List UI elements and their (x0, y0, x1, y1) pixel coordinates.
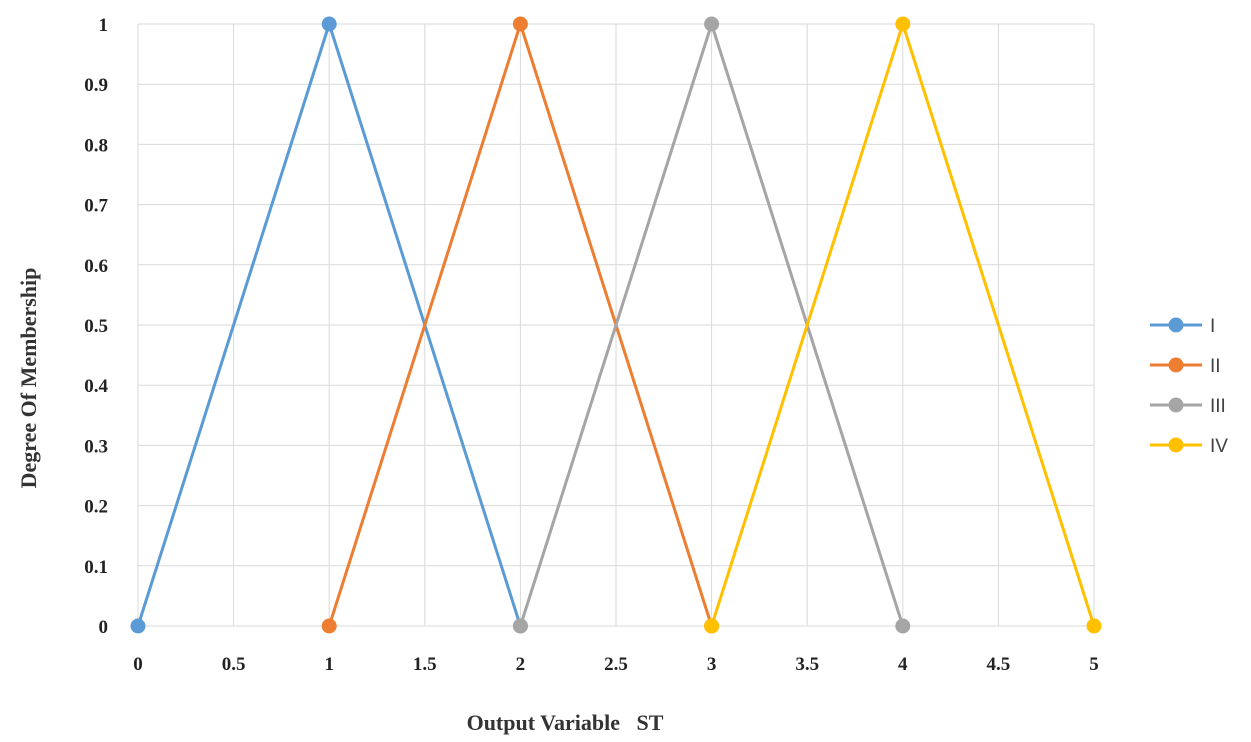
x-tick-label: 1 (324, 654, 334, 675)
series-2-point (321, 618, 337, 634)
x-tick-label: 1.5 (413, 654, 437, 675)
y-tick-label: 0.9 (84, 75, 108, 96)
y-tick-label: 0 (99, 617, 109, 638)
series-1-point (321, 16, 337, 32)
series-3-point (895, 618, 911, 634)
series-3-point (704, 16, 720, 32)
x-tick-label: 4 (898, 654, 908, 675)
y-tick-label: 0.3 (84, 436, 108, 457)
y-tick-label: 0.5 (84, 316, 108, 337)
y-tick-label: 0.4 (84, 376, 108, 397)
legend-label: I (1210, 316, 1215, 337)
y-tick-label: 0.8 (84, 135, 108, 156)
series-4-point (1086, 618, 1102, 634)
y-tick-label: 1 (99, 15, 109, 36)
legend-swatch-marker (1168, 397, 1184, 413)
y-axis-ticks: 0 0.1 0.2 0.3 0.4 0.5 0.6 0.7 0.8 0.9 1 (84, 15, 108, 638)
series-4-point (895, 16, 911, 32)
legend-label: III (1210, 396, 1226, 417)
x-tick-label: 0.5 (222, 654, 246, 675)
series-4-point (704, 618, 720, 634)
y-tick-label: 0.6 (84, 256, 108, 277)
x-tick-label: 0 (133, 654, 143, 675)
x-tick-label: 3 (707, 654, 717, 675)
x-tick-label: 4.5 (987, 654, 1011, 675)
legend-label: II (1210, 356, 1221, 377)
x-axis-ticks: 0 0.5 1 1.5 2 2.5 3 3.5 4 4.5 5 (133, 654, 1099, 675)
legend-swatch-marker (1168, 437, 1184, 453)
series-1-point (130, 618, 146, 634)
y-tick-label: 0.7 (84, 196, 108, 217)
series-2-point (512, 16, 528, 32)
y-axis-title: Degree Of Membership (16, 268, 41, 489)
y-tick-label: 0.1 (84, 557, 108, 578)
legend-swatch-marker (1168, 357, 1184, 373)
grid (137, 23, 1095, 627)
legend-label: IV (1210, 436, 1228, 457)
x-tick-label: 5 (1089, 654, 1099, 675)
legend-swatch-marker (1168, 317, 1184, 333)
x-tick-label: 2.5 (604, 654, 628, 675)
x-axis-title: Output Variable ST (467, 710, 664, 735)
plot-area (130, 16, 1102, 634)
x-tick-label: 2 (516, 654, 526, 675)
y-tick-label: 0.2 (84, 497, 108, 518)
x-tick-label: 3.5 (795, 654, 819, 675)
series-3-point (512, 618, 528, 634)
